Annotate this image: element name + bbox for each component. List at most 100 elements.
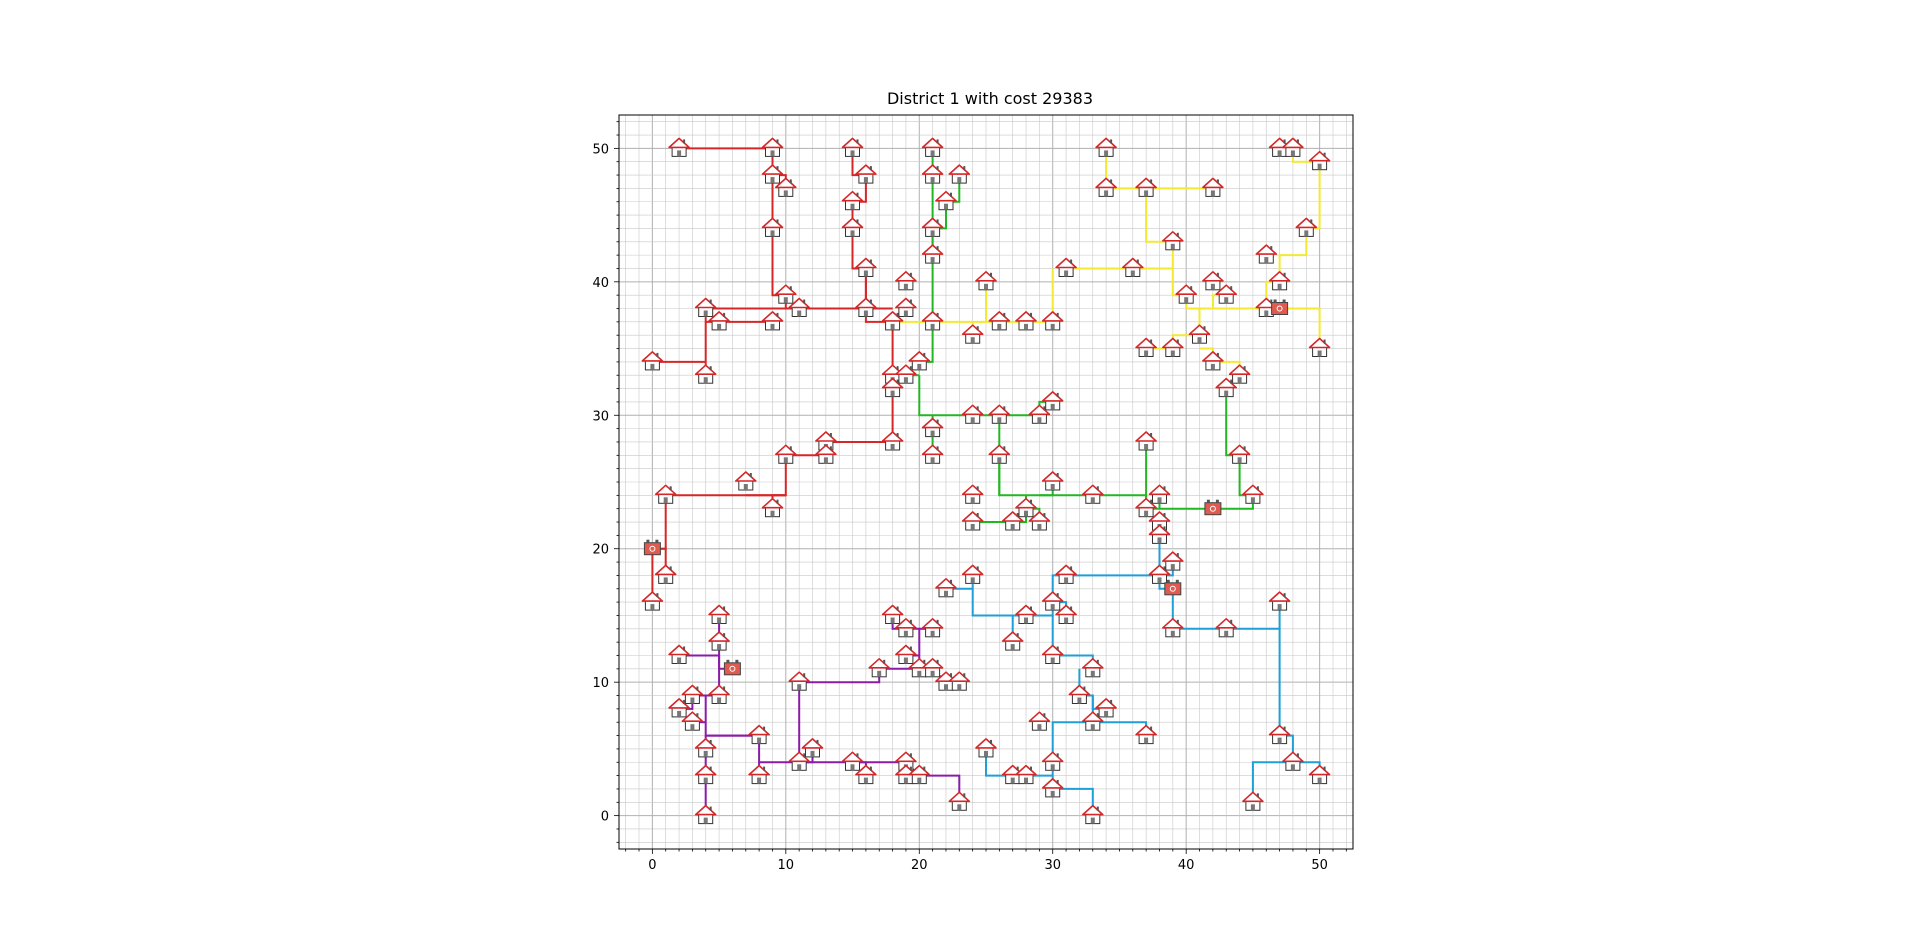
house-icon <box>788 751 811 771</box>
house-icon <box>774 444 797 464</box>
house-icon <box>1041 391 1064 411</box>
house-icon <box>1162 231 1184 251</box>
house-icon <box>1242 484 1264 504</box>
house-icon <box>935 577 957 598</box>
x-tick-label: 20 <box>911 858 928 873</box>
house-icon <box>948 164 971 184</box>
houses <box>641 137 1331 825</box>
house-icon <box>1135 431 1157 451</box>
house-icon <box>895 644 917 664</box>
house-icon <box>1162 617 1184 638</box>
house-icon <box>668 137 690 157</box>
house-icon <box>1122 257 1144 277</box>
house-icon <box>694 364 717 384</box>
y-tick-label: 40 <box>592 276 609 291</box>
house-icon <box>1055 257 1077 277</box>
house-icon <box>1082 804 1104 825</box>
house-icon <box>1135 337 1157 357</box>
x-tick-label: 10 <box>778 858 795 873</box>
house-icon <box>855 764 877 785</box>
cable-green <box>1212 388 1254 510</box>
batteries <box>643 299 1289 676</box>
house-icon <box>734 471 757 491</box>
y-tick-label: 0 <box>601 810 609 825</box>
house-icon <box>881 431 904 451</box>
x-tick-label: 0 <box>648 858 656 873</box>
house-icon <box>1135 177 1157 197</box>
house-icon <box>708 604 730 624</box>
house-icon <box>1135 724 1157 745</box>
house-icon <box>1308 337 1331 357</box>
house-icon <box>881 311 904 331</box>
house-icon <box>668 644 690 664</box>
house-icon <box>1135 497 1157 518</box>
house-icon <box>1268 724 1291 745</box>
house-icon <box>975 738 997 758</box>
house-icon <box>921 164 944 184</box>
x-axis: 0 10 20 30 40 50 <box>625 849 1347 873</box>
house-icon <box>1095 177 1117 197</box>
house-icon <box>654 564 677 584</box>
house-icon <box>748 764 770 785</box>
house-icon <box>1308 764 1331 785</box>
house-icon <box>1041 644 1064 664</box>
y-tick-label: 30 <box>592 409 609 424</box>
house-icon <box>761 311 784 331</box>
house-icon <box>1015 311 1037 331</box>
house-icon <box>855 257 877 277</box>
house-icon <box>1308 150 1331 171</box>
battery-icon <box>1271 299 1289 315</box>
house-icon <box>921 244 944 264</box>
house-icon <box>1215 284 1237 304</box>
house-icon <box>988 311 1011 331</box>
house-icon <box>1148 524 1171 544</box>
house-icon <box>1228 364 1251 384</box>
house-icon <box>708 311 730 331</box>
house-icon <box>788 297 811 317</box>
house-icon <box>841 751 864 771</box>
house-icon <box>694 738 717 758</box>
house-icon <box>1215 617 1237 638</box>
house-icon <box>841 217 864 237</box>
house-icon <box>948 671 971 691</box>
house-icon <box>921 444 944 464</box>
house-icon <box>1282 137 1304 157</box>
house-icon <box>801 738 824 758</box>
house-icon <box>961 484 984 504</box>
cable-yellow <box>1145 187 1213 269</box>
house-icon <box>961 511 984 531</box>
house-icon <box>1041 778 1064 798</box>
house-icon <box>748 724 770 745</box>
house-icon <box>761 137 784 157</box>
house-icon <box>1001 511 1024 531</box>
house-icon <box>868 657 891 678</box>
house-icon <box>1148 484 1171 504</box>
house-icon <box>1162 337 1184 357</box>
house-icon <box>694 297 717 317</box>
house-icon <box>841 137 864 157</box>
battery-icon <box>1204 499 1222 516</box>
house-icon <box>708 631 730 651</box>
house-icon <box>694 804 717 825</box>
house-icon <box>1228 444 1251 464</box>
house-icon <box>1295 217 1318 237</box>
house-icon <box>761 497 784 518</box>
house-icon <box>1015 764 1037 785</box>
house-icon <box>788 671 811 691</box>
house-icon <box>1162 551 1184 571</box>
house-icon <box>961 404 984 424</box>
cable-purple <box>705 667 960 764</box>
y-tick-label: 10 <box>592 676 609 691</box>
house-icon <box>895 364 917 384</box>
house-icon <box>708 684 730 704</box>
house-icon <box>935 190 957 211</box>
house-icon <box>1148 564 1171 584</box>
house-icon <box>1202 351 1224 371</box>
house-icon <box>908 351 931 371</box>
house-icon <box>1041 471 1064 491</box>
chart-title: District 1 with cost 29383 <box>887 89 1093 108</box>
house-icon <box>1082 711 1104 731</box>
house-icon <box>1015 604 1037 624</box>
house-icon <box>1215 377 1237 398</box>
